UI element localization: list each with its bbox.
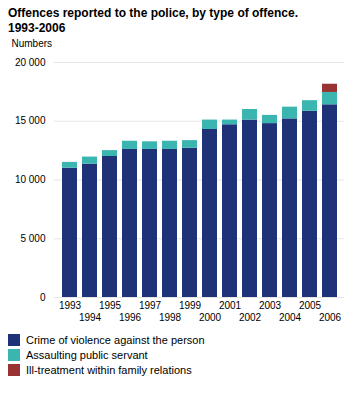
svg-text:1995: 1995 — [99, 300, 122, 311]
svg-text:10 000: 10 000 — [15, 174, 46, 185]
svg-text:2005: 2005 — [299, 300, 322, 311]
svg-text:2006: 2006 — [319, 312, 342, 323]
html-text:1993-2006: 1993-2006 — [8, 21, 66, 35]
svg-text:0: 0 — [40, 292, 46, 303]
svg-text:5 000: 5 000 — [20, 233, 45, 244]
svg-text:1999: 1999 — [179, 300, 202, 311]
html-text:Ill-treatment within family re: Ill-treatment within family relations — [26, 364, 192, 376]
svg-text:2000: 2000 — [199, 312, 222, 323]
html-text:Assaulting public servant: Assaulting public servant — [26, 349, 148, 361]
svg-text:1994: 1994 — [79, 312, 102, 323]
svg-text:1998: 1998 — [159, 312, 182, 323]
html-text:Offences reported to the polic: Offences reported to the police, by type… — [8, 6, 298, 20]
svg-text:20 000: 20 000 — [15, 57, 46, 68]
svg-text:2004: 2004 — [279, 312, 302, 323]
svg-text:Numbers: Numbers — [12, 38, 53, 49]
svg-text:2002: 2002 — [239, 312, 262, 323]
svg-text:15 000: 15 000 — [15, 115, 46, 126]
svg-text:1997: 1997 — [139, 300, 162, 311]
svg-text:1993: 1993 — [59, 300, 82, 311]
svg-text:2003: 2003 — [259, 300, 282, 311]
svg-text:2001: 2001 — [219, 300, 242, 311]
html-text:Crime of violence against the: Crime of violence against the person — [26, 334, 205, 346]
svg-text:1996: 1996 — [119, 312, 142, 323]
